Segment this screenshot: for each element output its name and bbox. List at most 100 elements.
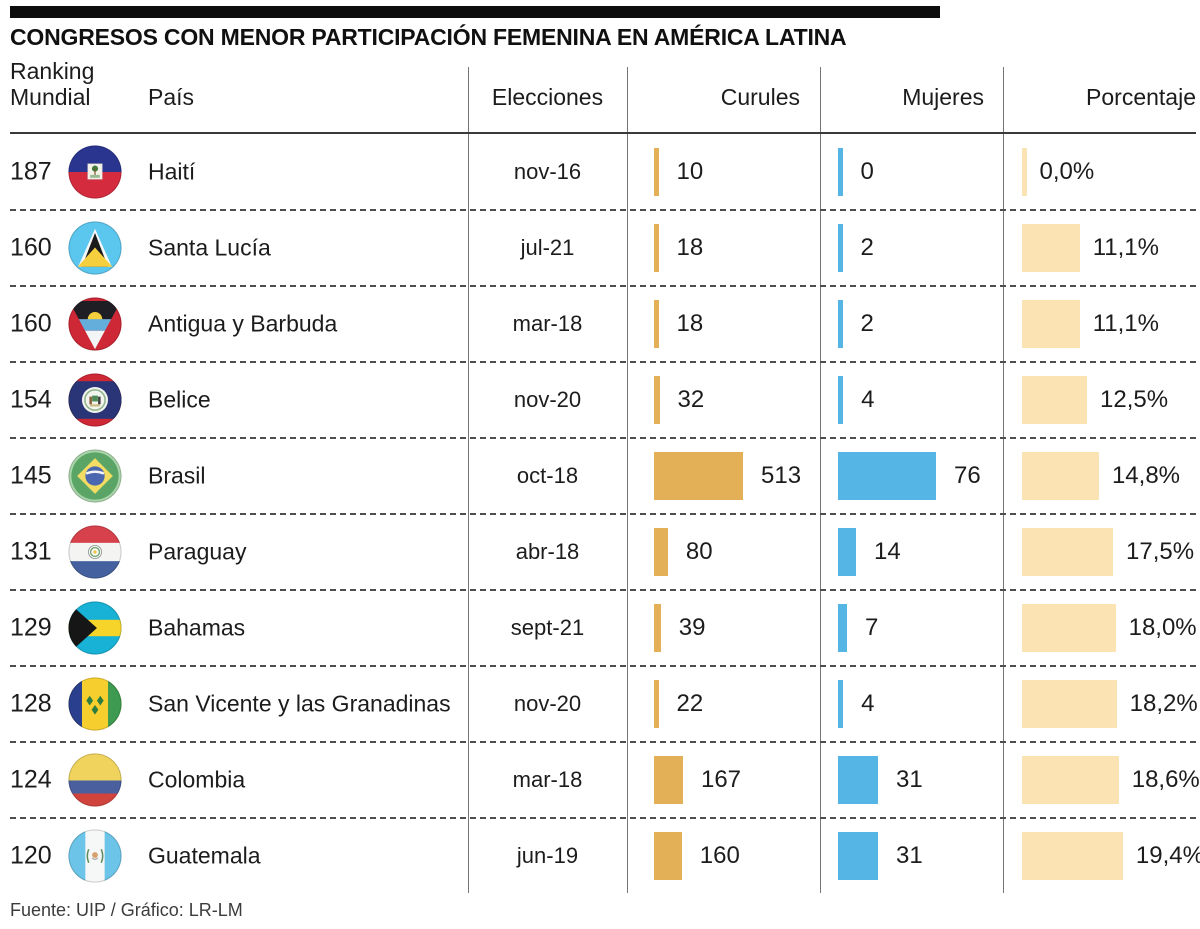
belice-flag-icon bbox=[68, 373, 122, 427]
country-name: Belice bbox=[148, 386, 211, 413]
porcentaje-bar bbox=[1022, 832, 1123, 880]
curules-bar bbox=[654, 756, 683, 804]
porcentaje-bar bbox=[1022, 300, 1080, 348]
mujeres-bar bbox=[838, 604, 848, 652]
election-date: jul-21 bbox=[520, 235, 575, 260]
porcentaje-bar bbox=[1022, 224, 1080, 272]
column-header-porcentaje: Porcentaje bbox=[1086, 84, 1196, 110]
bahamas-flag-icon bbox=[68, 601, 122, 655]
porcentaje-value: 0,0% bbox=[1039, 158, 1095, 185]
country-name: Guatemala bbox=[148, 842, 261, 869]
country-name: Brasil bbox=[148, 462, 206, 489]
curules-bar bbox=[654, 680, 659, 728]
curules-bar bbox=[654, 832, 682, 880]
rank-value: 124 bbox=[10, 765, 52, 794]
table-row: 128 San Vicente y las Granadinas nov-20 22 4… bbox=[0, 666, 1200, 743]
curules-bar bbox=[654, 376, 660, 424]
porcentaje-bar bbox=[1022, 376, 1087, 424]
table-row: 145 Brasil oct-18 513 76 14,8% bbox=[0, 438, 1200, 515]
country-name: Bahamas bbox=[148, 614, 246, 641]
mujeres-bar bbox=[838, 528, 857, 576]
mujeres-value: 0 bbox=[860, 158, 874, 185]
table-row: 124 Colombia mar-18 167 31 18,6% bbox=[0, 742, 1200, 819]
election-date: abr-18 bbox=[515, 539, 580, 564]
table-row: 160 Antigua y Barbuda mar-18 18 2 11,1% bbox=[0, 286, 1200, 363]
rank-value: 160 bbox=[10, 233, 52, 262]
rank-value: 145 bbox=[10, 461, 52, 490]
curules-bar bbox=[654, 148, 659, 196]
country-name: Paraguay bbox=[148, 538, 247, 565]
colombia-flag-icon bbox=[68, 753, 122, 807]
column-header-elecciones: Elecciones bbox=[491, 84, 604, 110]
election-date: nov-20 bbox=[513, 691, 582, 716]
mujeres-value: 2 bbox=[860, 234, 874, 261]
mujeres-bar bbox=[838, 224, 843, 272]
table-body: 187 Haití nov-16 10 0 0,0% 160 Santa Lucía jul-2… bbox=[0, 134, 1200, 894]
column-header-mujeres: Mujeres bbox=[902, 84, 984, 110]
curules-bar bbox=[654, 604, 661, 652]
column-header-ranking-line1: Ranking bbox=[10, 58, 95, 84]
column-divider-elecciones bbox=[468, 67, 469, 893]
porcentaje-value: 14,8% bbox=[1111, 462, 1181, 489]
table-row: 160 Santa Lucía jul-21 18 2 11,1% bbox=[0, 210, 1200, 287]
porcentaje-bar bbox=[1022, 148, 1027, 196]
curules-value: 32 bbox=[677, 386, 705, 413]
rank-value: 160 bbox=[10, 309, 52, 338]
table-row: 187 Haití nov-16 10 0 0,0% bbox=[0, 134, 1200, 211]
mujeres-value: 4 bbox=[861, 690, 875, 717]
column-divider-porcentaje bbox=[1003, 67, 1004, 893]
column-header-curules: Curules bbox=[720, 84, 800, 110]
porcentaje-value: 18,6% bbox=[1131, 766, 1200, 793]
table-row: 154 Belice nov-20 32 4 12,5% bbox=[0, 362, 1200, 439]
antigua-flag-icon bbox=[68, 297, 122, 351]
country-name: San Vicente y las Granadinas bbox=[148, 690, 451, 717]
column-divider-mujeres bbox=[820, 67, 821, 893]
election-date: mar-18 bbox=[512, 767, 583, 792]
election-date: sept-21 bbox=[510, 615, 585, 640]
porcentaje-bar bbox=[1022, 756, 1119, 804]
curules-bar bbox=[654, 300, 659, 348]
mujeres-bar bbox=[838, 756, 878, 804]
mujeres-bar bbox=[838, 680, 844, 728]
top-accent-bar bbox=[10, 6, 940, 18]
curules-value: 18 bbox=[676, 310, 704, 337]
country-name: Haití bbox=[148, 158, 196, 185]
porcentaje-bar bbox=[1022, 604, 1116, 652]
column-divider-curules bbox=[627, 67, 628, 893]
election-date: nov-20 bbox=[513, 387, 582, 412]
mujeres-value: 2 bbox=[860, 310, 874, 337]
table-row: 120 Guatemala jun-19 160 31 19,4% bbox=[0, 818, 1200, 894]
porcentaje-value: 11,1% bbox=[1092, 234, 1159, 261]
rank-value: 120 bbox=[10, 841, 52, 870]
curules-value: 513 bbox=[761, 462, 802, 489]
rank-value: 154 bbox=[10, 385, 52, 414]
curules-value: 18 bbox=[676, 234, 704, 261]
mujeres-value: 31 bbox=[895, 766, 923, 793]
porcentaje-value: 11,1% bbox=[1092, 310, 1159, 337]
country-name: Antigua y Barbuda bbox=[148, 310, 338, 337]
election-date: mar-18 bbox=[512, 311, 583, 336]
curules-bar bbox=[654, 452, 743, 500]
porcentaje-value: 18,0% bbox=[1128, 614, 1197, 641]
porcentaje-bar bbox=[1022, 680, 1117, 728]
porcentaje-bar bbox=[1022, 528, 1113, 576]
mujeres-value: 31 bbox=[895, 842, 923, 869]
mujeres-bar bbox=[838, 148, 843, 196]
column-header-pais: País bbox=[148, 84, 195, 110]
column-header-ranking-mundial: Ranking Mundial bbox=[10, 58, 94, 110]
curules-value: 10 bbox=[676, 158, 704, 185]
election-date: oct-18 bbox=[516, 463, 579, 488]
curules-value: 160 bbox=[699, 842, 740, 869]
porcentaje-bar bbox=[1022, 452, 1099, 500]
porcentaje-value: 18,2% bbox=[1129, 690, 1198, 717]
column-header-ranking-line2: Mundial bbox=[10, 84, 91, 110]
rank-value: 187 bbox=[10, 157, 52, 186]
mujeres-bar bbox=[838, 300, 843, 348]
page-title: CONGRESOS CON MENOR PARTICIPACIÓN FEMENI… bbox=[10, 24, 847, 50]
rank-value: 129 bbox=[10, 613, 52, 642]
mujeres-value: 76 bbox=[954, 462, 981, 489]
san-vicente-flag-icon bbox=[68, 677, 122, 731]
brasil-flag-icon bbox=[68, 449, 122, 503]
mujeres-value: 7 bbox=[865, 614, 879, 641]
